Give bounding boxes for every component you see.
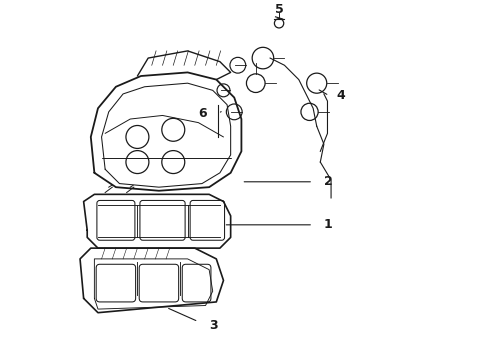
- Text: 4: 4: [337, 89, 345, 102]
- Text: 3: 3: [209, 319, 218, 332]
- Text: 6: 6: [199, 107, 207, 120]
- Text: 2: 2: [324, 175, 333, 188]
- Text: 5: 5: [275, 3, 283, 16]
- Text: 1: 1: [324, 218, 333, 231]
